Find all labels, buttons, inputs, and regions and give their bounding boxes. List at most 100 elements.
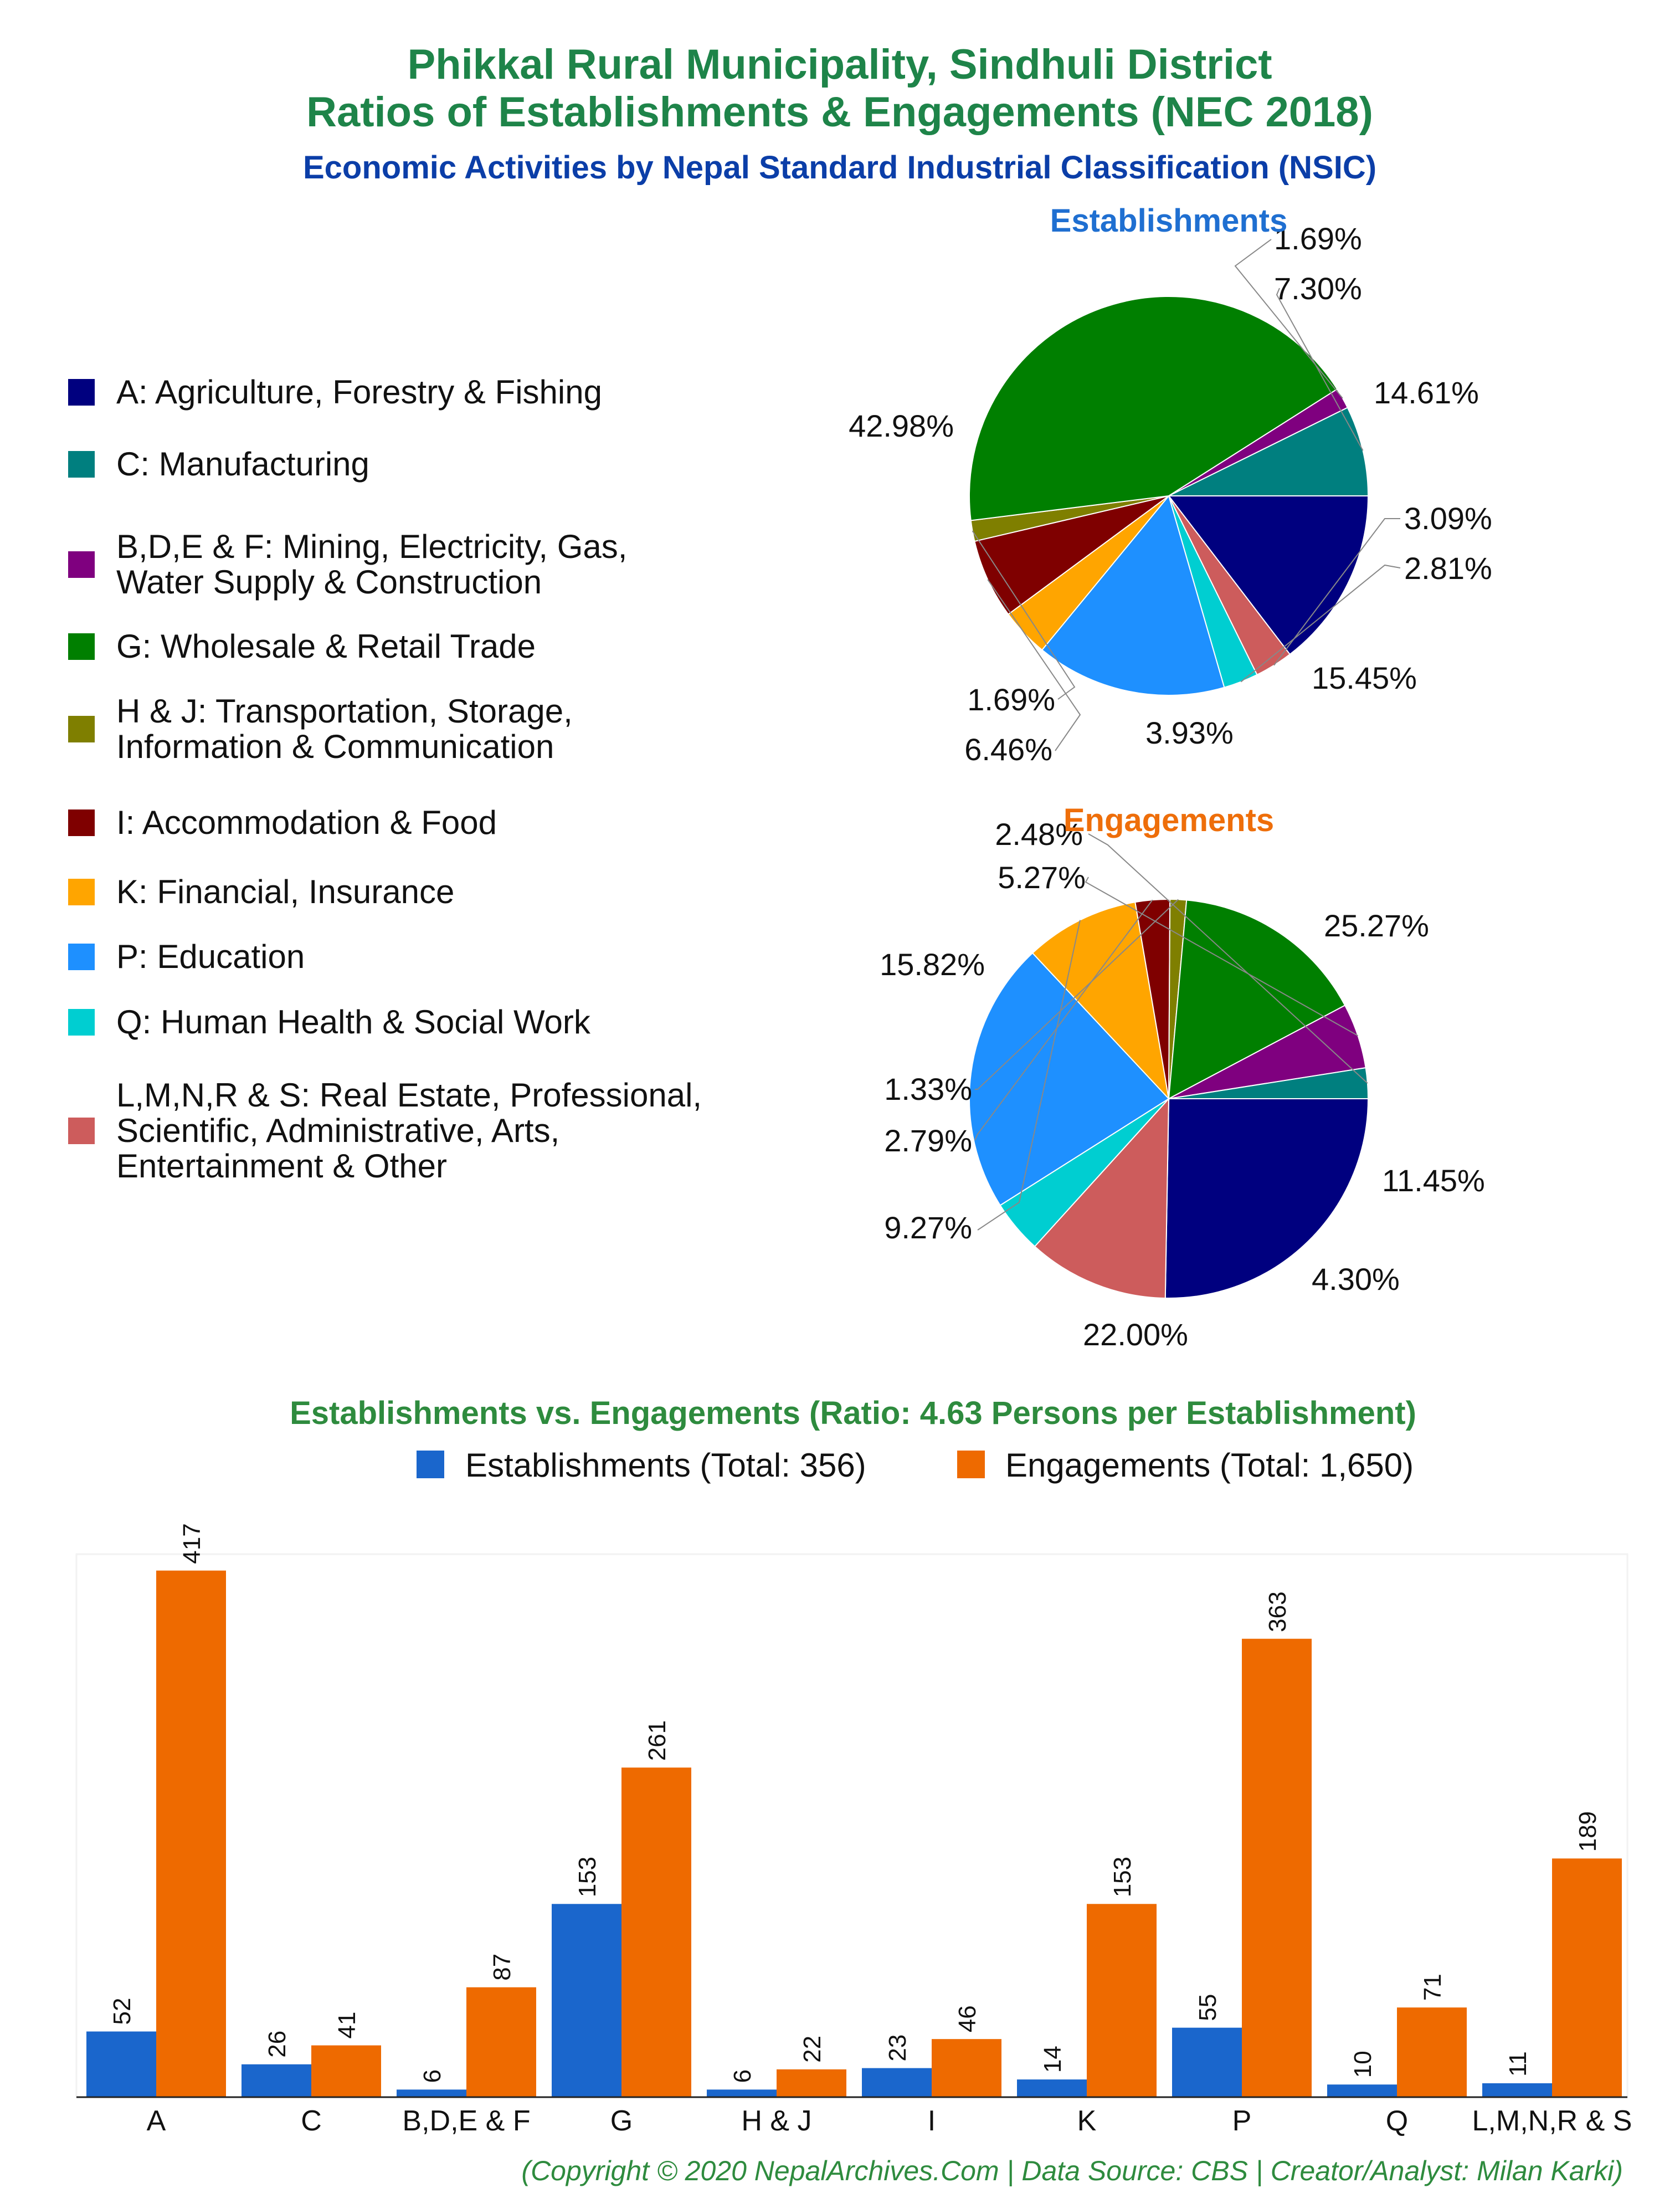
x-tick-k: K: [1077, 2105, 1097, 2137]
eng-label-a: 25.27%: [1324, 908, 1429, 943]
engagements-bar-k: [1087, 1904, 1157, 2097]
est-leader-h-j: [972, 530, 1076, 700]
est-label-a: 14.61%: [1374, 375, 1479, 410]
eng-leader-c: [1088, 833, 1368, 1084]
establishments-value-b-d-e-f: 6: [419, 2069, 446, 2083]
legend-swatch-2: [68, 451, 95, 478]
eng-leader-k: [977, 920, 1081, 1231]
eng-label-i: 2.79%: [884, 1123, 972, 1158]
est-label-g: 42.98%: [849, 408, 954, 443]
establishments-value-k: 14: [1039, 2046, 1066, 2073]
est-slice-a: [1167, 495, 1369, 655]
eng-slice-a: [1164, 1098, 1369, 1299]
est-slice-g: [969, 296, 1338, 521]
chart-title-line1: Phikkal Rural Municipality, Sindhuli Dis…: [407, 41, 1272, 88]
x-tick-c: C: [301, 2105, 322, 2137]
legend-label-3: Water Supply & Construction: [116, 563, 542, 601]
legend-label-10: Entertainment & Other: [116, 1147, 447, 1185]
bar-chart-title: Establishments vs. Engagements (Ratio: 4…: [290, 1395, 1416, 1431]
legend-label-10: L,M,N,R & S: Real Estate, Professional,: [116, 1077, 702, 1114]
legend-label-1: A: Agriculture, Forestry & Fishing: [116, 373, 602, 411]
establishments-value-l-m-n-r-s: 11: [1504, 2051, 1532, 2077]
est-leader-c: [1276, 288, 1364, 451]
establishments-value-p: 55: [1194, 1994, 1221, 2021]
x-tick-h-j: H & J: [741, 2105, 811, 2137]
engagements-bar-i: [932, 2039, 1001, 2097]
est-leader-q: [1240, 564, 1401, 683]
engagements-value-g: 261: [644, 1720, 671, 1761]
x-tick-b-d-e-f: B,D,E & F: [402, 2105, 530, 2137]
bar-legend-swatch-establishments: [417, 1451, 444, 1478]
engagements-value-q: 71: [1419, 1974, 1446, 2001]
legend-label-5: Information & Communication: [116, 728, 554, 765]
engagements-value-b-d-e-f: 87: [489, 1954, 516, 1981]
legend-label-10: Scientific, Administrative, Arts,: [116, 1112, 559, 1149]
engagements-bar-b-d-e-f: [466, 1987, 536, 2097]
bar-legend-label-establishments: Establishments (Total: 356): [465, 1447, 866, 1484]
establishments-value-g: 153: [574, 1857, 601, 1897]
establishments-bar-h-j: [707, 2089, 777, 2097]
eng-slice-c: [1168, 1067, 1369, 1099]
eng-label-q: 4.30%: [1312, 1262, 1400, 1297]
engagements-value-k: 153: [1109, 1857, 1136, 1897]
est-leader-l-m-n-r-s: [1273, 518, 1400, 666]
legend-label-2: C: Manufacturing: [116, 445, 369, 483]
engagements-value-i: 46: [954, 2005, 981, 2032]
establishments-bar-p: [1172, 2027, 1242, 2097]
legend-label-9: Q: Human Health & Social Work: [116, 1003, 591, 1041]
establishments-value-h-j: 6: [729, 2069, 756, 2083]
establishments-value-i: 23: [884, 2035, 911, 2062]
legend-swatch-1: [68, 379, 95, 406]
eng-leader-b-d-e-f: [1085, 877, 1359, 1037]
eng-label-b-d-e-f: 5.27%: [998, 860, 1086, 895]
x-tick-l-m-n-r-s: L,M,N,R & S: [1472, 2105, 1632, 2137]
bar-plot-area: [75, 1553, 1628, 2098]
engagements-value-a: 417: [178, 1523, 205, 1564]
engagements-bar-g: [621, 1767, 691, 2097]
legend-swatch-8: [68, 944, 95, 970]
engagements-pie-title: Engagements: [1064, 802, 1274, 838]
legend-label-5: H & J: Transportation, Storage,: [116, 693, 573, 730]
est-label-c: 7.30%: [1274, 271, 1362, 306]
legend-swatch-6: [68, 809, 95, 836]
engagements-value-c: 41: [333, 2012, 361, 2039]
eng-label-p: 22.00%: [1083, 1317, 1188, 1352]
eng-slice-p: [969, 952, 1170, 1206]
eng-label-h-j: 1.33%: [884, 1072, 972, 1106]
est-label-b-d-e-f: 1.69%: [1274, 221, 1362, 256]
bar-legend: Establishments (Total: 356) Engagements …: [417, 1447, 1414, 1484]
engagements-bar-a: [156, 1570, 226, 2097]
establishments-value-a: 52: [109, 1998, 136, 2025]
establishments-pie: 14.61% 3.09% 2.81% 15.45% 3.93% 6.46% 1.69% 42.…: [849, 221, 1492, 767]
eng-label-g: 15.82%: [880, 947, 985, 982]
x-tick-p: P: [1232, 2105, 1252, 2137]
est-slice-i: [974, 495, 1169, 616]
bar-legend-swatch-engagements: [957, 1451, 985, 1478]
eng-label-k: 9.27%: [884, 1210, 972, 1245]
legend-label-3: B,D,E & F: Mining, Electricity, Gas,: [116, 528, 627, 565]
x-tick-i: I: [928, 2105, 936, 2137]
legend-swatch-5: [68, 716, 95, 742]
chart-subtitle: Economic Activities by Nepal Standard In…: [303, 150, 1376, 186]
establishments-value-c: 26: [264, 2031, 291, 2058]
est-leader-b-d-e-f: [1234, 239, 1343, 399]
category-legend: A: Agriculture, Forestry & Fishing C: Man…: [68, 373, 702, 1185]
est-label-p: 15.45%: [1312, 660, 1417, 695]
eng-slice-g: [1168, 899, 1346, 1100]
legend-label-4: G: Wholesale & Retail Trade: [116, 628, 536, 665]
engagements-value-p: 363: [1264, 1591, 1291, 1632]
legend-swatch-10: [68, 1118, 95, 1144]
establishments-bar-a: [86, 2031, 156, 2097]
engagements-bar-p: [1242, 1638, 1312, 2097]
establishments-bar-c: [242, 2064, 311, 2097]
engagements-value-h-j: 22: [799, 2036, 826, 2063]
establishments-bar-k: [1017, 2079, 1087, 2097]
eng-slice-l-m-n-r-s: [1034, 1097, 1170, 1299]
est-label-l-m-n-r-s: 3.09%: [1404, 501, 1492, 536]
est-label-h-j: 1.69%: [967, 682, 1055, 717]
establishments-bar-g: [552, 1904, 621, 2097]
x-tick-a: A: [147, 2105, 166, 2137]
legend-swatch-3: [68, 551, 95, 578]
engagements-bar-c: [311, 2045, 381, 2097]
establishments-bar-l-m-n-r-s: [1482, 2083, 1552, 2097]
